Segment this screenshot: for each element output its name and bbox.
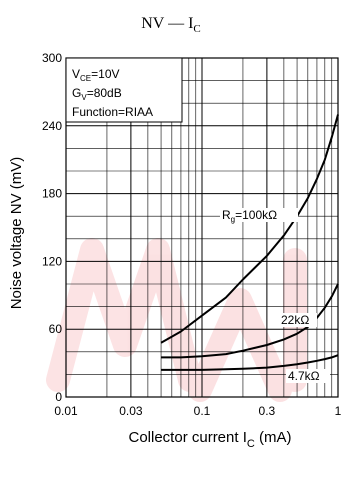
y-tick-label: 120 bbox=[42, 254, 62, 268]
plot-frame bbox=[65, 57, 339, 398]
y-tick-label: 300 bbox=[42, 51, 62, 65]
series-label: Rg=100kΩ bbox=[222, 208, 277, 224]
x-axis-label: Collector current IC (mA) bbox=[129, 429, 292, 450]
chart-title: NV — IC bbox=[141, 15, 201, 35]
y-tick-label: 60 bbox=[49, 322, 63, 336]
x-axis-ticks: 0.01 0.03 0.1 0.3 1 bbox=[54, 404, 341, 418]
curve-4-7k bbox=[161, 354, 339, 371]
y-axis-ticks: 0 60 120 180 240 300 bbox=[42, 51, 62, 404]
x-tick-label: 0.3 bbox=[259, 404, 276, 418]
conditions-box bbox=[65, 57, 183, 123]
y-axis-label: Noise voltage NV (mV) bbox=[8, 157, 25, 310]
series-label: 4.7kΩ bbox=[288, 369, 320, 383]
y-tick-label: 240 bbox=[42, 119, 62, 133]
x-tick-label: 0.01 bbox=[54, 404, 78, 418]
curves bbox=[160, 114, 339, 371]
series-label: 22kΩ bbox=[281, 313, 309, 327]
x-tick-label: 1 bbox=[335, 404, 342, 418]
curve-22k bbox=[161, 283, 339, 359]
condition-vce: VCE=10V bbox=[72, 67, 120, 83]
y-tick-label: 180 bbox=[42, 187, 62, 201]
condition-gv: GV=80dB bbox=[72, 86, 122, 102]
curve-rg-100k bbox=[160, 114, 339, 344]
x-tick-label: 0.1 bbox=[194, 404, 211, 418]
series-label-bg bbox=[286, 369, 330, 383]
series-label-bg bbox=[279, 313, 317, 327]
y-tick-label: 0 bbox=[55, 390, 62, 404]
series-label-bg bbox=[220, 208, 298, 222]
curve-labels: Rg=100kΩ 22kΩ 4.7kΩ bbox=[220, 208, 330, 383]
condition-function: Function=RIAA bbox=[72, 105, 153, 119]
x-tick-label: 0.03 bbox=[119, 404, 143, 418]
